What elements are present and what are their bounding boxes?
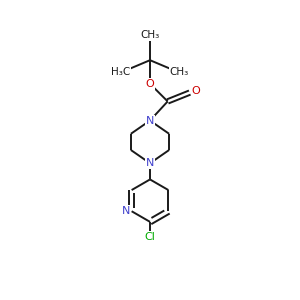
Text: O: O (192, 86, 201, 96)
Text: N: N (122, 206, 130, 216)
Text: H₃C: H₃C (111, 67, 130, 77)
Text: CH₃: CH₃ (170, 67, 189, 77)
Text: Cl: Cl (145, 232, 155, 242)
Text: N: N (146, 116, 154, 126)
Text: N: N (146, 158, 154, 168)
Text: O: O (146, 79, 154, 89)
Text: CH₃: CH₃ (140, 30, 160, 40)
